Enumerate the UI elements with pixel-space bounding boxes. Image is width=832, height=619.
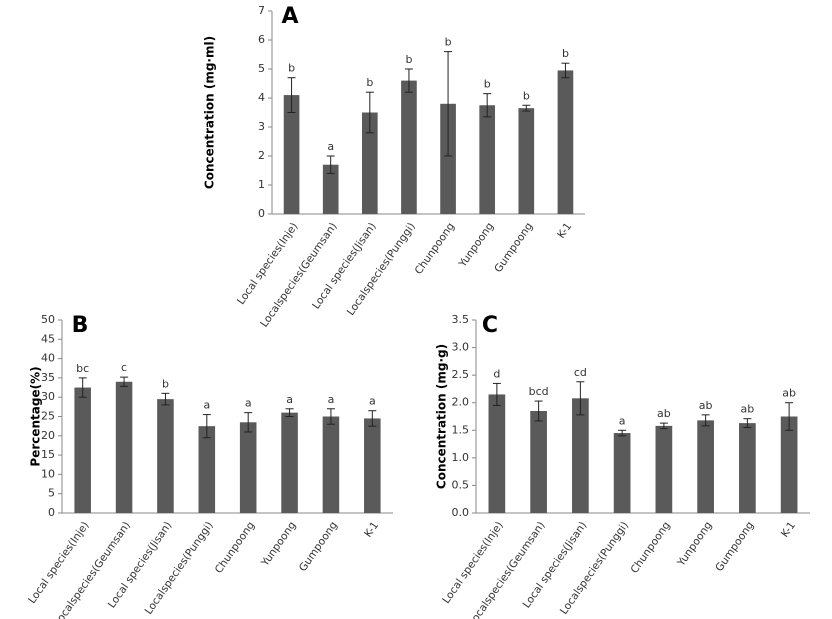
bar xyxy=(572,398,589,513)
bar xyxy=(530,410,547,513)
significance-label: a xyxy=(369,395,376,408)
significance-label: b xyxy=(523,89,530,102)
panel-label: C xyxy=(482,313,498,338)
y-tick-label: 4 xyxy=(258,91,265,104)
y-tick-label: 0.0 xyxy=(452,506,470,519)
x-tick-label: Yunpoong xyxy=(675,520,715,570)
x-tick-label: K-1 xyxy=(555,221,574,241)
significance-label: bcd xyxy=(529,385,549,398)
x-tick-label: Chunpoong xyxy=(413,221,457,277)
bar xyxy=(518,108,535,214)
y-tick-label: 5 xyxy=(258,62,265,75)
y-tick-label: 45 xyxy=(41,332,55,345)
panel-label: B xyxy=(72,313,89,338)
significance-label: b xyxy=(484,78,491,91)
x-tick-label: Localspecies(Geumsan) xyxy=(52,520,133,619)
bar xyxy=(361,112,378,214)
significance-label: b xyxy=(162,377,169,390)
x-tick-label: Gumpoong xyxy=(297,520,340,574)
bar xyxy=(613,433,631,513)
significance-label: b xyxy=(288,62,295,75)
significance-label: ab xyxy=(782,387,796,400)
y-tick-label: 10 xyxy=(41,467,55,480)
bar xyxy=(557,70,574,214)
panel-label: A xyxy=(281,4,298,29)
bar xyxy=(440,103,456,214)
y-tick-label: 50 xyxy=(41,313,55,326)
y-tick-label: 35 xyxy=(41,371,55,384)
x-tick-label: Chunpoong xyxy=(213,520,257,576)
bar xyxy=(364,418,381,513)
bar xyxy=(488,394,506,513)
y-tick-label: 2 xyxy=(258,149,265,162)
significance-label: a xyxy=(203,399,210,412)
bar xyxy=(655,425,673,513)
bar xyxy=(739,423,756,513)
significance-label: ab xyxy=(657,407,671,420)
y-tick-label: 3.5 xyxy=(452,313,470,326)
bar xyxy=(401,80,417,214)
y-tick-label: 25 xyxy=(41,410,55,423)
x-tick-label: Localspecies(Punggi) xyxy=(345,221,418,318)
significance-label: ab xyxy=(699,399,713,412)
x-tick-label: Yunpoong xyxy=(259,520,299,570)
y-tick-label: 30 xyxy=(41,390,55,403)
significance-label: a xyxy=(245,397,252,410)
x-tick-label: Yunpoong xyxy=(456,221,496,271)
y-tick-label: 0.5 xyxy=(452,478,470,491)
bar xyxy=(479,105,496,214)
y-tick-label: 3 xyxy=(258,120,265,133)
significance-label: a xyxy=(286,393,293,406)
y-axis-label: Percentage(%) xyxy=(29,366,43,466)
bar xyxy=(283,95,300,214)
y-axis-label: Concentration (mg·g) xyxy=(435,344,449,489)
significance-label: d xyxy=(493,367,500,380)
bar xyxy=(74,387,91,513)
x-tick-label: Localspecies(Geumsan) xyxy=(466,520,547,619)
x-tick-label: Gumpoong xyxy=(492,221,535,275)
significance-label: ab xyxy=(741,403,755,416)
y-tick-label: 20 xyxy=(41,429,55,442)
bar xyxy=(157,399,174,513)
x-tick-label: Chunpoong xyxy=(628,520,672,576)
y-axis-label: Concentration (mg·ml) xyxy=(203,36,217,189)
significance-label: b xyxy=(562,47,569,60)
bar xyxy=(198,426,216,513)
y-tick-label: 7 xyxy=(258,4,265,17)
y-tick-label: 15 xyxy=(41,448,55,461)
significance-label: c xyxy=(121,361,127,374)
y-tick-label: 40 xyxy=(41,352,55,365)
y-tick-label: 6 xyxy=(258,33,265,46)
y-tick-label: 0 xyxy=(258,207,265,220)
significance-label: bc xyxy=(76,362,89,375)
x-tick-label: K-1 xyxy=(779,520,798,540)
y-tick-label: 2.0 xyxy=(452,396,470,409)
y-tick-label: 1.5 xyxy=(452,423,470,436)
bar xyxy=(780,416,798,513)
significance-label: a xyxy=(327,140,334,153)
y-tick-label: 5 xyxy=(48,487,55,500)
significance-label: b xyxy=(405,53,412,66)
bar xyxy=(322,164,339,214)
bar xyxy=(322,416,340,513)
significance-label: a xyxy=(619,414,626,427)
x-tick-label: Localspecies(Geumsan) xyxy=(258,221,339,330)
bar xyxy=(239,422,257,513)
significance-label: b xyxy=(445,36,452,49)
significance-label: a xyxy=(328,393,335,406)
significance-label: cd xyxy=(574,366,587,379)
significance-label: b xyxy=(366,76,373,89)
y-tick-label: 0 xyxy=(48,506,55,519)
y-tick-label: 3.0 xyxy=(452,341,470,354)
bar xyxy=(115,381,133,513)
bar xyxy=(281,412,298,513)
bar xyxy=(697,420,714,513)
y-tick-label: 2.5 xyxy=(452,368,470,381)
y-tick-label: 1 xyxy=(258,178,265,191)
x-tick-label: K-1 xyxy=(362,520,381,540)
x-tick-label: Gumpoong xyxy=(713,520,756,574)
y-tick-label: 1.0 xyxy=(452,451,470,464)
